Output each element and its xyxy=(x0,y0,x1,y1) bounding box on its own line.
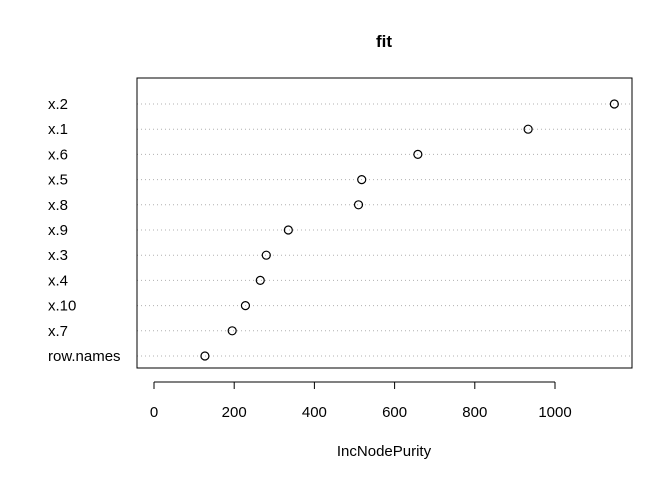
row-label: x.9 xyxy=(48,222,68,239)
x-axis: 0 200 400 600 800 1000 xyxy=(150,381,572,421)
x-tick-label: 400 xyxy=(302,404,327,421)
x-tick-label: 600 xyxy=(382,404,407,421)
row-label: x.4 xyxy=(48,272,68,289)
row-label: x.7 xyxy=(48,323,68,340)
row-label: x.8 xyxy=(48,197,68,214)
data-point xyxy=(227,326,237,336)
x-tick-label: 200 xyxy=(222,404,247,421)
x-tick-label: 800 xyxy=(462,404,487,421)
data-point xyxy=(283,225,293,235)
row-label: x.5 xyxy=(48,172,68,189)
row-label: x.3 xyxy=(48,247,68,264)
data-point xyxy=(240,301,251,311)
x-axis-label: IncNodePurity xyxy=(337,443,432,460)
row-label: x.1 xyxy=(48,121,68,138)
x-tick-label: 0 xyxy=(150,404,158,421)
row-label: x.10 xyxy=(48,298,76,315)
plot-frame xyxy=(136,77,633,369)
data-point xyxy=(353,200,364,210)
x-tick-label: 1000 xyxy=(538,404,571,421)
data-point xyxy=(413,149,423,159)
data-point xyxy=(255,275,265,285)
data-point xyxy=(523,124,533,134)
data-point xyxy=(261,250,271,260)
row-label: x.6 xyxy=(48,146,68,163)
row-label: row.names xyxy=(48,348,121,365)
row-label: x.2 xyxy=(48,96,68,113)
chart-title: fit xyxy=(376,32,392,51)
rows-layer: x.2 x.1 x.6 x.5 x.8 x.9 x.3 x.4 x.10 x.7 row.names xyxy=(48,96,632,365)
data-point xyxy=(357,175,367,185)
data-point xyxy=(200,351,210,361)
data-point xyxy=(609,99,619,109)
